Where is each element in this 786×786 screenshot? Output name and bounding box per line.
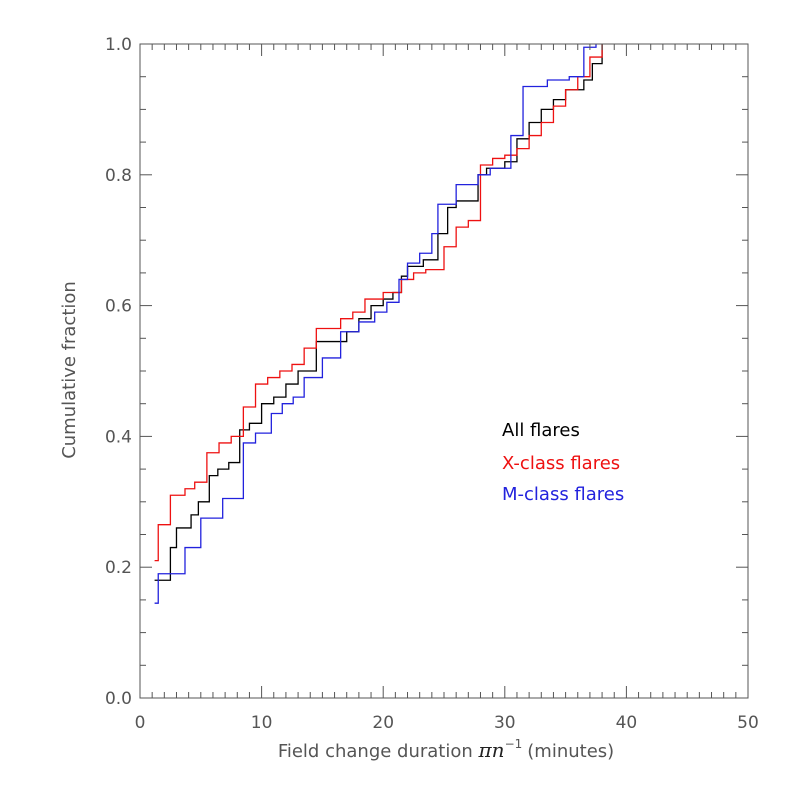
x-axis-title-label: Field change duration xyxy=(278,741,473,762)
y-tick-label-0.2: 0.2 xyxy=(105,558,132,578)
x-tick-label-10: 10 xyxy=(251,713,273,733)
legend-all-flares: All flares xyxy=(502,420,580,441)
y-tick-label-0.0: 0.0 xyxy=(105,689,132,709)
y-axis-title: Cumulative fraction xyxy=(59,281,80,459)
legend: All flares X-class flares M-class flares xyxy=(502,420,624,505)
series-line-2 xyxy=(154,44,597,604)
x-tick-label-30: 30 xyxy=(494,713,516,733)
legend-m-class-flares: M-class flares xyxy=(502,484,624,505)
y-tick-label-0.8: 0.8 xyxy=(105,166,132,186)
x-axis-title-math: πn xyxy=(478,738,505,762)
x-axis-title: Field change duration πn−1 (minutes) xyxy=(278,737,614,762)
axes-layer: 0 10 20 30 40 50 0.0 0.2 0.4 0.6 0.8 1.0 xyxy=(105,35,759,733)
series-line-1 xyxy=(154,44,603,562)
y-tick-label-0.6: 0.6 xyxy=(105,297,132,317)
y-tick-label-1.0: 1.0 xyxy=(105,35,132,55)
x-tick-label-0: 0 xyxy=(135,713,146,733)
series-layer xyxy=(154,44,603,604)
x-tick-label-20: 20 xyxy=(372,713,394,733)
x-tick-label-50: 50 xyxy=(737,713,759,733)
axes-frame xyxy=(139,43,749,699)
legend-x-class-flares: X-class flares xyxy=(502,453,620,474)
y-tick-label-0.4: 0.4 xyxy=(105,427,132,447)
x-axis-title-exponent: −1 xyxy=(505,737,523,751)
x-axis-title-units: (minutes) xyxy=(527,741,614,762)
x-tick-label-40: 40 xyxy=(616,713,638,733)
